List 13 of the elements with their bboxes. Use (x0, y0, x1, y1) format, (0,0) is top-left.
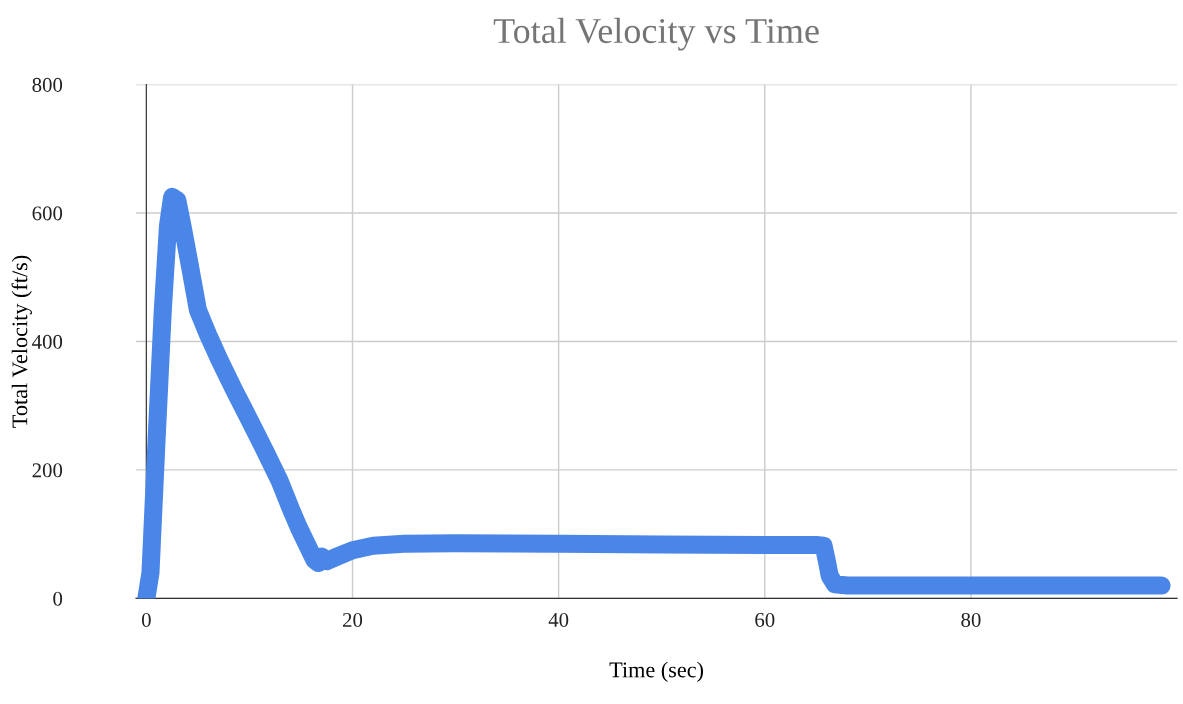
x-tick-label: 0 (141, 612, 151, 627)
y-tick-label: 600 (32, 206, 63, 221)
x-tick-label: 80 (961, 612, 981, 627)
x-axis-title: Time (sec) (609, 661, 704, 682)
chart-title: Total Velocity vs Time (493, 17, 819, 51)
y-tick-label: 200 (32, 463, 63, 478)
x-tick-label: 40 (548, 612, 569, 627)
x-tick-label: 20 (343, 612, 363, 627)
x-tick-label: 60 (755, 612, 775, 627)
y-tick-label: 800 (32, 77, 63, 92)
y-axis-title: Total Velocity (ft/s) (11, 255, 32, 428)
y-tick-label: 0 (53, 591, 63, 606)
y-tick-label: 400 (32, 334, 63, 349)
